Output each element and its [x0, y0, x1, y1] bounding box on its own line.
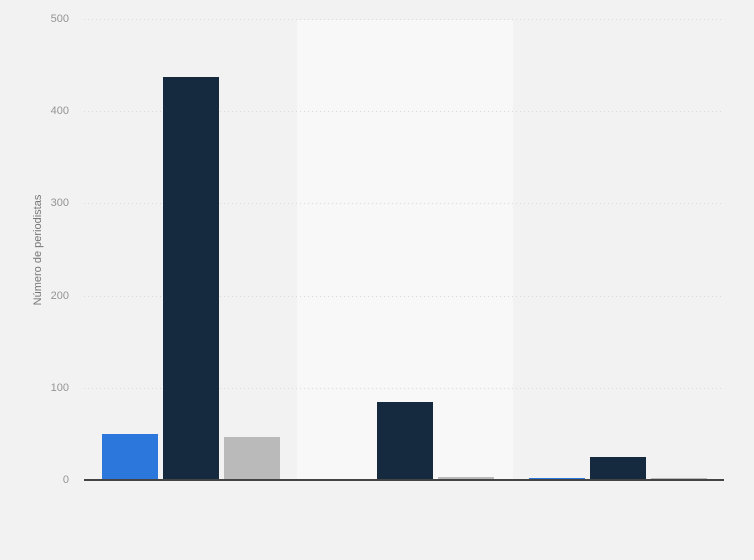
- bar-gray-group1[interactable]: [224, 437, 280, 480]
- y-tick-label-300: 300: [50, 197, 69, 209]
- bar-dark-navy-group3[interactable]: [590, 457, 646, 480]
- y-tick-label-500: 500: [50, 13, 69, 25]
- gridline-100: [84, 388, 724, 389]
- y-tick-label-200: 200: [50, 290, 69, 302]
- y-tick-label-0: 0: [62, 474, 69, 486]
- x-axis-baseline: [84, 479, 724, 481]
- gridline-300: [84, 203, 724, 204]
- y-tick-label-400: 400: [50, 105, 69, 117]
- bar-gray-group2[interactable]: [438, 477, 494, 480]
- gridline-400: [84, 111, 724, 112]
- bar-dark-navy-group2[interactable]: [377, 402, 433, 480]
- bar-dark-navy-group1[interactable]: [163, 77, 219, 480]
- gridline-200: [84, 296, 724, 297]
- gridline-500: [84, 19, 724, 20]
- y-tick-label-100: 100: [50, 382, 69, 394]
- bar-blue-group1[interactable]: [102, 434, 158, 480]
- y-axis-title: Número de periodistas: [32, 194, 44, 306]
